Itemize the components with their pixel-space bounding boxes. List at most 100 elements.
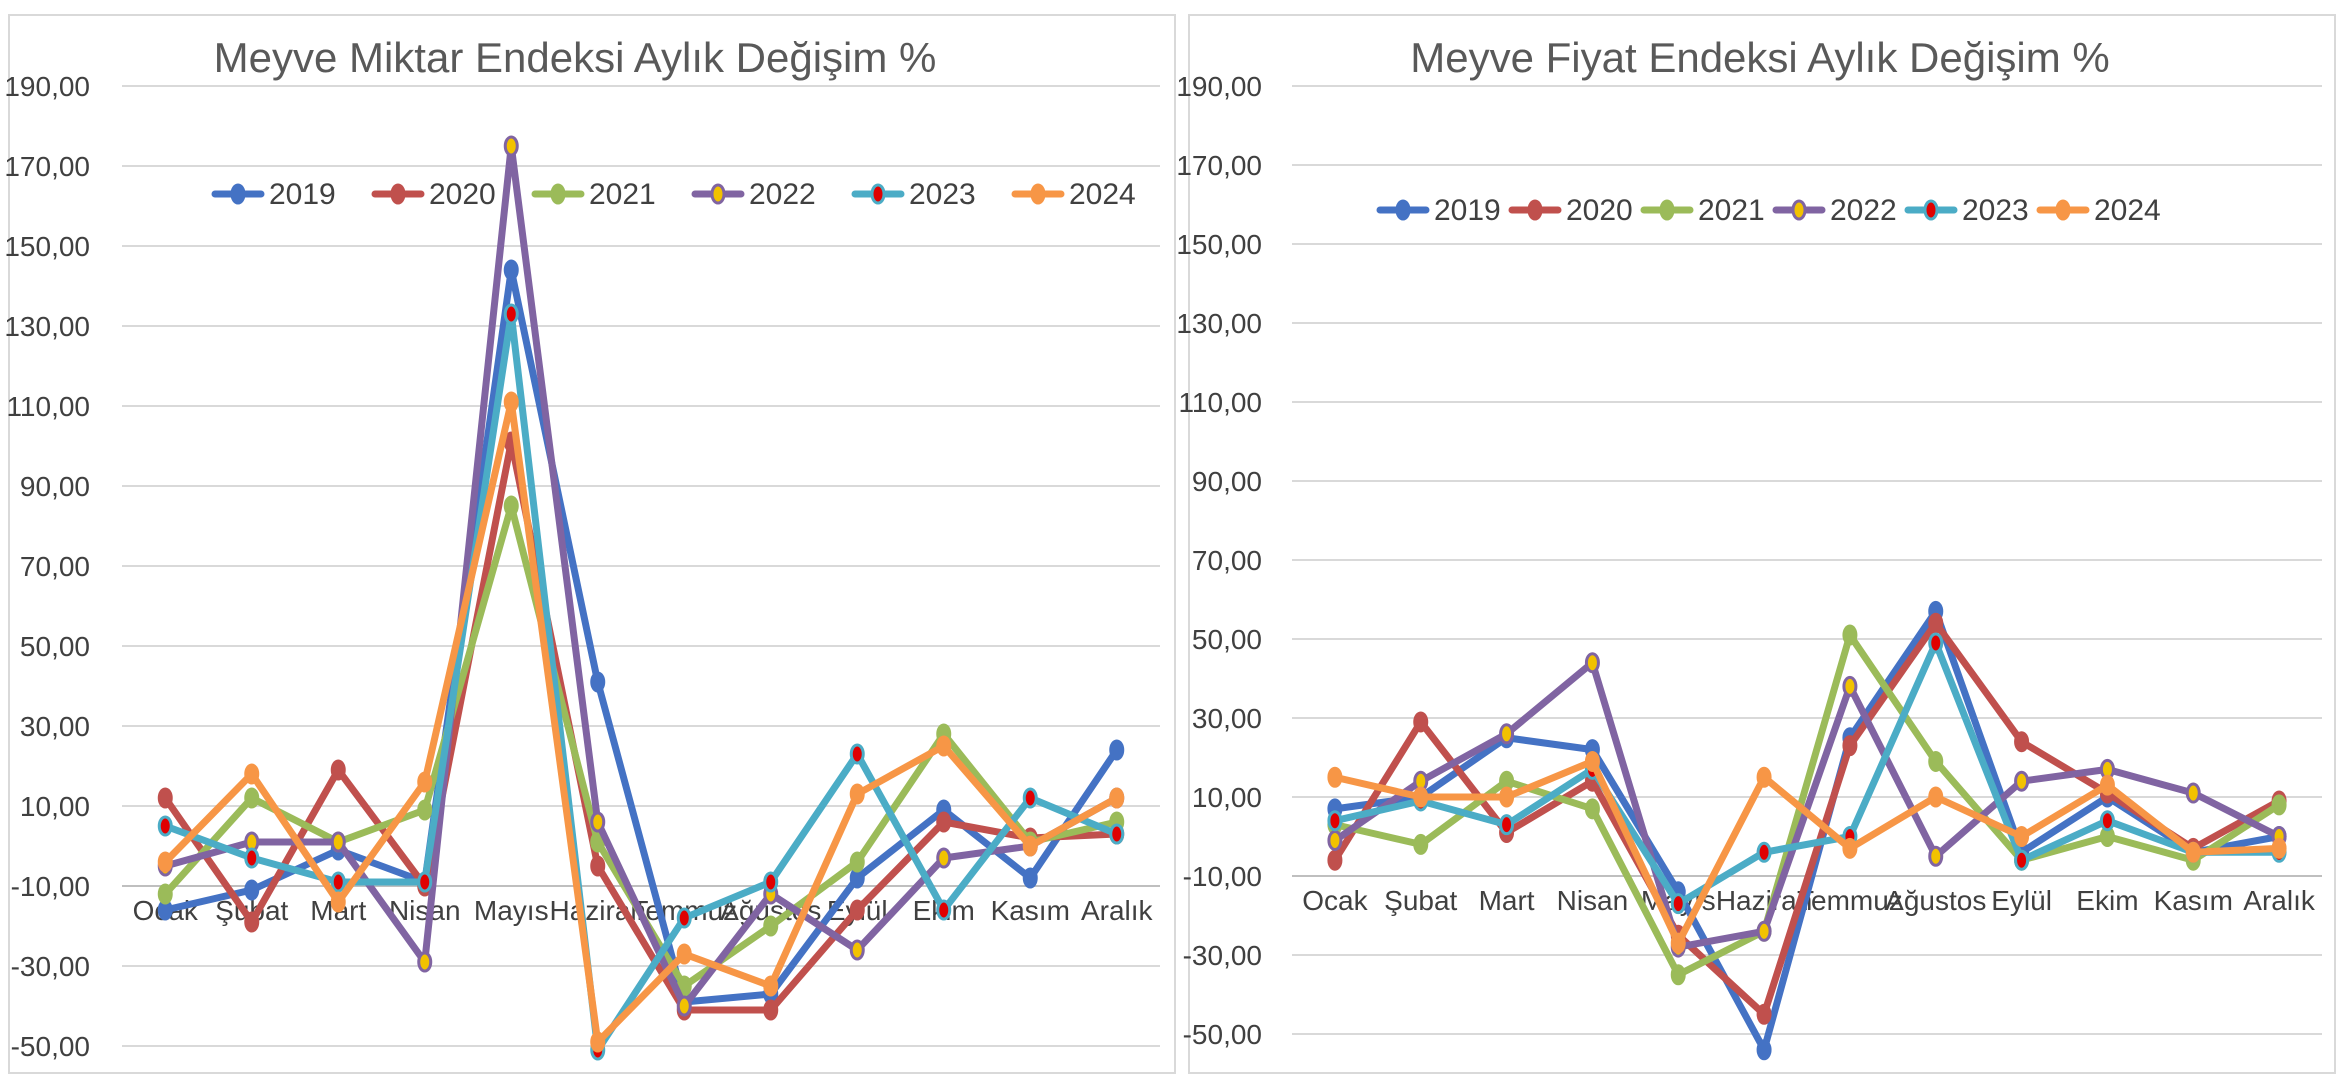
y-tick-label: 50,00 [1192,624,1262,655]
series-line-2020 [161,438,1121,1014]
data-point [2099,810,2115,832]
data-point [590,671,606,693]
y-tick-label: 150,00 [4,231,90,262]
y-tick-label: 190,00 [1176,71,1262,102]
data-point [1327,829,1343,851]
data-point [1756,766,1772,788]
legend-marker-2020 [1527,199,1543,221]
data-point [849,743,865,765]
data-point [1022,787,1038,809]
data-point [503,391,519,413]
y-tick-label: 90,00 [20,471,90,502]
data-point [1413,786,1429,808]
legend-label-2019: 2019 [1434,194,1501,227]
quantity-index-chart: Meyve Miktar Endeksi Aylık Değişim % 190,… [4,34,1160,1062]
series-line-2022 [161,142,1121,1010]
data-point [1499,723,1515,745]
data-point [2185,782,2201,804]
y-tick-label: -30,00 [1183,940,1262,971]
x-tick-label: Ocak [1302,885,1368,916]
y-tick-label: -50,00 [1183,1019,1262,1050]
price-index-chart: Meyve Fiyat Endeksi Aylık Değişim % 190,0… [1176,34,2322,1061]
series-line-2024 [161,398,1121,1046]
data-point [676,995,692,1017]
x-tick-label: Temmuz [1797,885,1903,916]
legend-marker-2020 [390,183,406,205]
y-tick-label: 10,00 [20,791,90,822]
y-tick-label: 110,00 [1178,387,1262,418]
data-point [157,851,173,873]
data-point [936,811,952,833]
y-tick-label: 50,00 [20,631,90,662]
data-point [763,999,779,1021]
data-point [1327,849,1343,871]
data-point [1327,810,1343,832]
data-point [244,911,260,933]
chart-panel-left: Meyve Miktar Endeksi Aylık Değişim % 190,… [4,14,1176,1074]
series-line-2021 [1331,631,2283,979]
data-point [1928,632,1944,654]
legend-label-2024: 2024 [2094,194,2161,227]
data-point [2099,774,2115,796]
x-tick-label: Nisan [389,895,461,926]
data-point [244,847,260,869]
data-point [1842,735,1858,757]
data-point [2014,826,2030,847]
y-tick-label: 30,00 [1192,703,1262,734]
y-tick-label: 90,00 [1192,466,1262,497]
y-tick-label: -10,00 [11,871,90,902]
data-point [330,891,346,913]
series-line-2024 [1331,757,2283,947]
data-point [1756,920,1772,942]
data-point [1327,766,1343,788]
data-point [1584,652,1600,674]
data-point [1756,1039,1772,1061]
data-point [2185,841,2201,863]
data-point [936,847,952,869]
x-tick-label: Kasım [991,895,1070,926]
data-point [503,303,519,325]
legend-marker-2019 [230,183,246,205]
data-point [1109,823,1125,845]
data-point [676,907,692,929]
data-point [763,915,779,937]
data-point [503,135,519,157]
data-point [590,1031,606,1053]
legend-label-2022: 2022 [749,178,816,211]
data-point [417,799,433,821]
series-line-2020 [1331,619,2283,1018]
y-tick-label: 70,00 [20,551,90,582]
series-line-2023 [1331,639,2283,908]
y-tick-label: 130,00 [1176,308,1262,339]
data-point [1109,739,1125,761]
data-point [2014,849,2030,871]
data-point [1022,835,1038,857]
data-point [936,899,952,921]
y-tick-label: 170,00 [4,151,90,182]
data-point [2014,731,2030,753]
data-point [244,879,260,901]
data-point [417,871,433,893]
data-point [157,787,173,809]
legend-marker-2022 [1791,199,1807,221]
legend-marker-2024 [2055,199,2071,221]
chart-title: Meyve Fiyat Endeksi Aylık Değişim % [1410,34,2109,81]
y-tick-label: -50,00 [11,1031,90,1062]
legend-label-2023: 2023 [909,178,976,211]
data-point [1499,814,1515,836]
data-point [417,771,433,793]
legend-label-2021: 2021 [589,178,656,211]
data-point [157,883,173,905]
legend: 2019 2020 2021 2022 2023 2024 [211,178,1136,211]
data-point [1756,841,1772,863]
data-point [1842,675,1858,697]
x-tick-label: Şubat [1384,885,1457,916]
legend-label-2023: 2023 [1962,194,2029,227]
data-point [1413,711,1429,733]
data-point [417,951,433,973]
data-point [849,899,865,921]
chart-title: Meyve Miktar Endeksi Aylık Değişim % [214,34,937,81]
x-tick-label: Aralık [2243,885,2316,916]
data-point [1842,624,1858,646]
legend-label-2020: 2020 [429,178,496,211]
